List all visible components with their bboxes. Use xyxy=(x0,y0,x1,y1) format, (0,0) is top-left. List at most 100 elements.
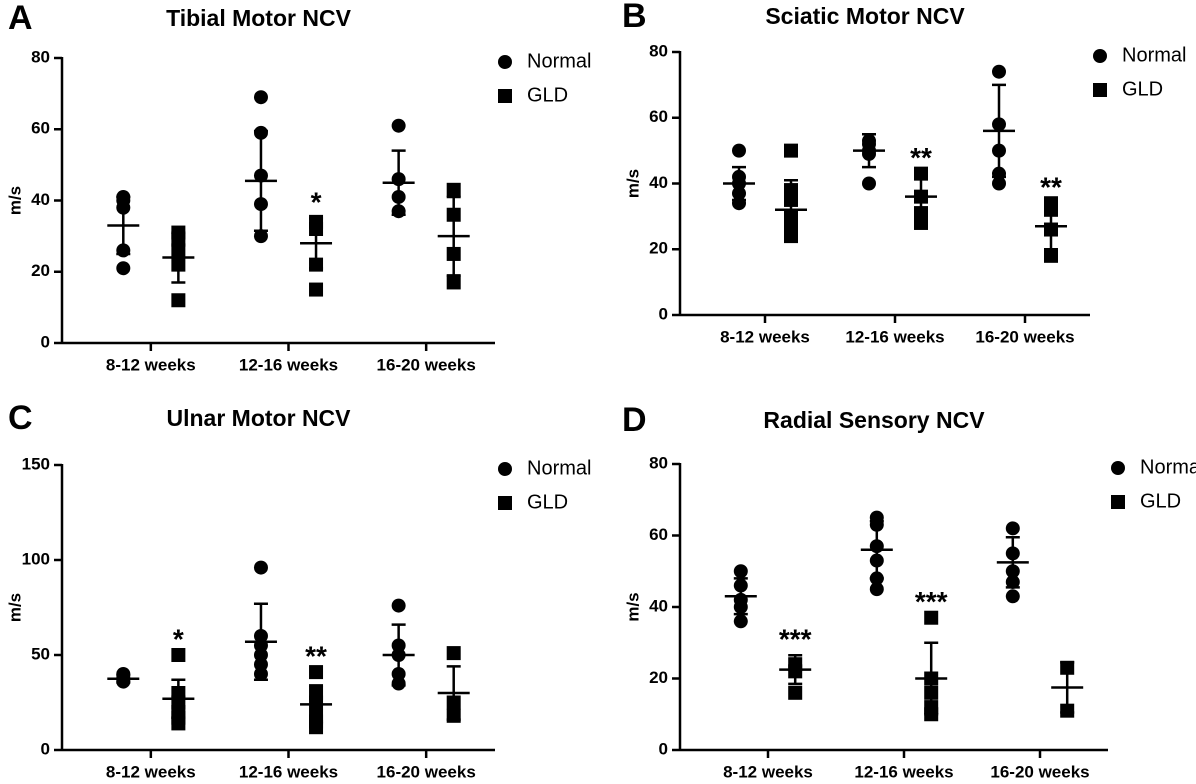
y-tick-label: 80 xyxy=(31,47,50,66)
error-bar xyxy=(1060,661,1075,714)
data-point xyxy=(253,90,268,105)
error-bar xyxy=(309,217,324,270)
x-tick-label: 16-20 weeks xyxy=(990,762,1089,781)
significance-label: *** xyxy=(915,586,948,617)
chart-title: Sciatic Motor NCV xyxy=(765,3,965,29)
chart-title: Ulnar Motor NCV xyxy=(167,405,352,431)
legend-label: GLD xyxy=(1122,78,1163,100)
legend-marker xyxy=(498,55,512,69)
y-tick-label: 20 xyxy=(649,668,668,687)
error-bar xyxy=(914,172,928,221)
x-tick-label: 8-12 weeks xyxy=(106,762,196,781)
data-point xyxy=(1005,589,1020,604)
y-axis-label: m/s xyxy=(5,593,24,622)
legend-marker xyxy=(1111,461,1125,475)
x-tick-label: 8-12 weeks xyxy=(720,327,810,346)
data-point xyxy=(116,261,131,276)
data-point xyxy=(253,560,268,575)
error-bar xyxy=(253,602,268,681)
error-bar xyxy=(391,149,406,216)
x-tick-label: 16-20 weeks xyxy=(975,327,1074,346)
error-bar xyxy=(924,641,939,716)
error-bar xyxy=(733,577,748,616)
chart-title: Tibial Motor NCV xyxy=(166,5,352,31)
x-tick-label: 16-20 weeks xyxy=(377,762,476,781)
data-point xyxy=(788,685,803,700)
data-point xyxy=(869,582,884,597)
data-point xyxy=(446,646,461,661)
x-tick-label: 12-16 weeks xyxy=(239,762,338,781)
y-tick-label: 80 xyxy=(649,41,668,60)
error-bar xyxy=(784,178,798,241)
y-axis-label: m/s xyxy=(5,186,24,215)
y-tick-label: 0 xyxy=(659,304,668,323)
error-bar xyxy=(116,673,131,684)
legend-label: Normal xyxy=(527,457,591,479)
data-point xyxy=(391,598,406,613)
x-tick-label: 12-16 weeks xyxy=(854,762,953,781)
data-point xyxy=(1044,248,1058,263)
y-axis-label: m/s xyxy=(623,169,642,198)
x-tick-label: 12-16 weeks xyxy=(239,355,338,374)
y-tick-label: 50 xyxy=(31,644,50,663)
legend-label: GLD xyxy=(527,491,568,513)
y-tick-label: 20 xyxy=(649,239,668,258)
panel: A Tibial Motor NCV m/s 0 20 40 60 80 8-12 weeks 1… xyxy=(5,0,591,374)
error-bar xyxy=(446,665,461,721)
data-point xyxy=(862,176,876,191)
x-tick-label: 12-16 weeks xyxy=(845,327,944,346)
significance-label: ** xyxy=(910,142,932,173)
y-tick-label: 20 xyxy=(31,261,50,280)
y-tick-label: 40 xyxy=(649,173,668,192)
y-tick-label: 60 xyxy=(649,525,668,544)
data-point xyxy=(992,176,1006,191)
legend-label: GLD xyxy=(1140,490,1181,512)
data-point xyxy=(391,118,406,133)
legend-label: Normal xyxy=(527,50,591,72)
panel-letter: A xyxy=(8,0,33,37)
data-point xyxy=(924,610,939,625)
y-axis-label: m/s xyxy=(623,592,642,621)
error-bar xyxy=(788,654,803,686)
legend-marker xyxy=(498,462,512,476)
legend-marker xyxy=(1093,83,1107,97)
panel: D Radial Sensory NCV m/s 0 20 40 60 80 8-12 week… xyxy=(622,401,1196,782)
legend-marker xyxy=(498,89,512,103)
data-point xyxy=(1005,521,1020,536)
x-tick-label: 8-12 weeks xyxy=(723,762,813,781)
data-point xyxy=(992,64,1006,79)
error-bar xyxy=(732,165,746,202)
y-tick-label: 0 xyxy=(659,739,668,758)
error-bar xyxy=(171,678,186,719)
error-bar xyxy=(862,132,876,169)
y-tick-label: 150 xyxy=(22,454,50,473)
error-bar xyxy=(446,195,461,277)
data-point xyxy=(171,293,186,308)
data-point xyxy=(171,648,186,662)
legend-label: Normal xyxy=(1122,44,1186,66)
error-bar xyxy=(992,83,1006,179)
y-tick-label: 40 xyxy=(31,190,50,209)
y-tick-label: 80 xyxy=(649,453,668,472)
error-bar xyxy=(116,195,131,256)
panel: B Sciatic Motor NCV m/s 0 20 40 60 80 8-12 weeks… xyxy=(622,0,1186,346)
error-bar xyxy=(1044,201,1058,251)
data-point xyxy=(253,229,268,244)
panel-letter: C xyxy=(8,399,33,437)
error-bar xyxy=(869,519,884,580)
legend-marker xyxy=(1111,495,1125,509)
error-bar xyxy=(391,623,406,687)
error-bar xyxy=(253,129,268,233)
significance-label: * xyxy=(173,623,184,654)
data-point xyxy=(733,564,748,579)
panel: C Ulnar Motor NCV m/s 0 50 100 150 8-12 weeks 12… xyxy=(5,399,591,782)
chart-title: Radial Sensory NCV xyxy=(763,407,985,433)
error-bar xyxy=(1005,536,1020,589)
x-tick-label: 16-20 weeks xyxy=(377,355,476,374)
y-tick-label: 60 xyxy=(31,119,50,138)
data-point xyxy=(732,143,746,158)
panel-letter: D xyxy=(622,401,647,439)
data-point xyxy=(446,275,461,290)
data-point xyxy=(733,614,748,629)
